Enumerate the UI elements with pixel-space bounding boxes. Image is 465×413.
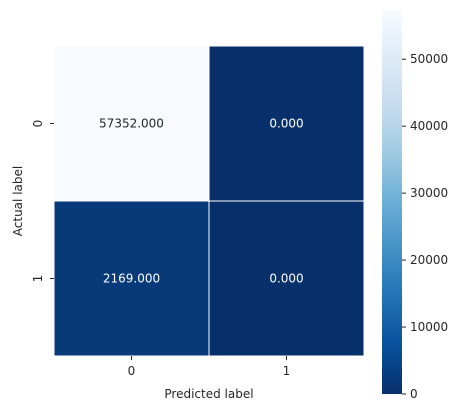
x-axis-label: Predicted label [164,387,253,401]
heatmap-cell-0-0 [53,45,210,202]
colorbar-tick-label-5: 50000 [410,52,448,66]
colorbar-tick-label-1: 10000 [410,320,448,334]
colorbar-tick-label-3: 30000 [410,186,448,200]
heatmap-cell-1-0 [53,200,210,357]
y-tick-label-0: 0 [31,120,45,128]
cell-value-label-1-1: 0.000 [269,272,303,286]
heatmap-cell-0-1 [208,45,365,202]
x-tick-label-1: 1 [283,364,291,378]
y-axis: 01 [31,120,54,283]
cell-value-label-1-0: 2169.000 [103,272,160,286]
colorbar-gradient [382,10,402,394]
heatmap-cell-1-1 [208,200,365,357]
y-tick-label-1: 1 [31,275,45,283]
colorbar: 0 10000 20000 30000 40000 50000 [382,10,448,401]
colorbar-tick-label-2: 20000 [410,253,448,267]
y-axis-label: Actual label [11,166,25,236]
cell-value-label-0-0: 57352.000 [99,117,164,131]
heatmap-cells: 57352.000 0.000 2169.000 0.000 [53,45,365,357]
colorbar-tick-label-0: 0 [410,387,418,401]
cell-value-label-0-1: 0.000 [269,117,303,131]
colorbar-tick-label-4: 40000 [410,119,448,133]
x-tick-label-0: 0 [128,364,136,378]
